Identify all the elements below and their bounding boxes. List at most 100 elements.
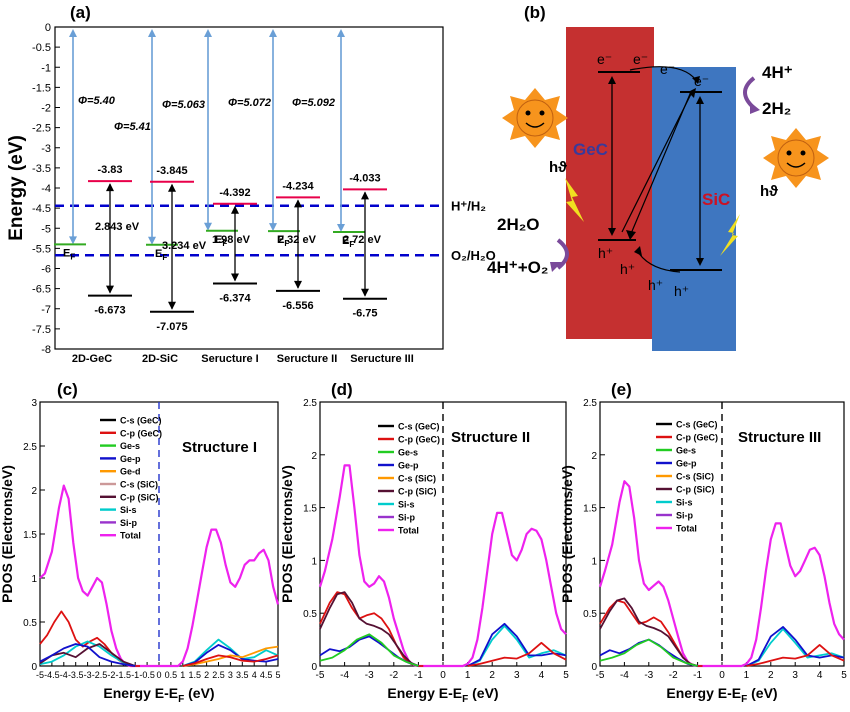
pdos-xtick-label: 4 (539, 670, 545, 681)
pdos-xtick-label: 2.5 (212, 670, 225, 680)
oxygen-evolution-head (550, 262, 562, 272)
pdos-ylabel: PDOS (Electrons/eV) (0, 465, 15, 603)
pdos-ylabel: PDOS (Electrons/eV) (279, 465, 295, 603)
pdos-ytick-label: 2 (591, 451, 597, 462)
pdos-xtick-label: 5 (563, 670, 569, 681)
pdos-series-line (39, 643, 136, 667)
pdos-xtick-label: -5 (596, 670, 605, 681)
panel-a-ytick-label: -7.5 (32, 324, 51, 336)
legend-entry: C-p (GeC) (120, 428, 162, 438)
work-function-label: Φ=5.41 (114, 121, 151, 133)
pdos-panels: (c)00.511.522.53-5 -4.5 -4 -3.5 -3 -2.5 -2 -1.5… (0, 380, 847, 705)
legend-entry: Ge-d (120, 467, 141, 477)
panel-a-reference-lines: H⁺/H₂ O₂/H₂O (55, 199, 496, 263)
pdos-series-line (319, 633, 419, 667)
system-2: Φ=5.063 EF -4.392 -6.374 1.98 eV Seructure I (162, 29, 259, 365)
sic-label: SiC (702, 190, 730, 209)
pdos-series-line (599, 638, 698, 667)
pdos-series-line (182, 645, 279, 667)
fermi-level-label: EF (342, 235, 354, 249)
legend-entry: Si-p (676, 511, 694, 521)
hole-sic-1: h⁺ (648, 277, 663, 293)
pdos-xtick-label: -5 (36, 670, 44, 680)
panel-a-refline-label: O₂/H₂O (451, 248, 496, 263)
sun-icon-right (763, 128, 829, 188)
reaction-oxygen: 4H⁺+O₂ (487, 258, 548, 277)
sic-block (652, 67, 736, 351)
hole-sic-2: h⁺ (674, 283, 689, 299)
panel-a-systems: Φ=5.40 EF -3.83 -6.673 2.843 eV 2D-GeC Φ=5.41 E… (54, 29, 414, 365)
legend-entry: C-p (SiC) (398, 487, 437, 497)
pdos-series-line (599, 597, 698, 667)
bandgap-label: 2.72 eV (343, 234, 382, 246)
pdos-xtick-label: 0 (156, 670, 161, 680)
pdos-ytick-label: 1.5 (583, 504, 597, 515)
reaction-protons: 4H⁺ (762, 63, 793, 82)
fermi-level-label: EF (63, 247, 75, 261)
legend-entry: C-s (SiC) (398, 474, 436, 484)
cbm-label: -4.234 (282, 180, 314, 192)
panel-a-ytick-label: 0 (45, 22, 51, 34)
pdos-xtick-label: 3 (228, 670, 233, 680)
cbm-label: -4.033 (349, 172, 380, 184)
pdos-series-line (182, 638, 279, 667)
pdos-xtick-label: 0.5 (165, 670, 178, 680)
pdos-xtick-label: -4.5 (44, 670, 60, 680)
pdos-xtick-label: -1 (131, 670, 139, 680)
bandgap-label: 2.32 eV (278, 234, 317, 246)
pdos-xtick-label: -2 (107, 670, 115, 680)
pdos-ytick-label: 0 (31, 662, 37, 673)
legend-entry: Si-p (398, 513, 416, 523)
pdos-panel-label: (e) (611, 380, 632, 399)
legend-entry: Ge-p (398, 461, 419, 471)
pdos-ytick-label: 1 (591, 556, 597, 567)
legend-entry: C-s (GeC) (676, 420, 718, 430)
pdos-xtick-label: 3 (514, 670, 520, 681)
pdos-xtick-label: -2 (669, 670, 678, 681)
panel-a-ytick-label: -2.5 (32, 123, 51, 135)
reaction-water: 2H₂O (497, 215, 540, 234)
pdos-xtick-label: -3 (365, 670, 374, 681)
pdos-series-line (745, 626, 845, 667)
legend-entry: Ge-p (120, 454, 141, 464)
pdos-ytick-label: 2.5 (583, 398, 597, 409)
pdos-xtick-label: 4 (252, 670, 257, 680)
gec-block (566, 27, 654, 339)
pdos-xtick-label: 0 (719, 670, 725, 681)
system-name: Seructure III (350, 353, 414, 365)
work-function-label: Φ=5.40 (78, 95, 116, 107)
pdos-ytick-label: 2.5 (23, 442, 37, 453)
pdos-xtick-label: -5 (316, 670, 325, 681)
pdos-xtick-label: 2 (489, 670, 495, 681)
light-label-right: hϑ (760, 183, 778, 200)
pdos-title: Structure III (738, 429, 821, 446)
panel-a-ytick-label: -7 (41, 304, 51, 316)
pdos-xtick-label: -2.5 (92, 670, 108, 680)
legend-entry: Total (676, 524, 697, 534)
legend-entry: C-s (SiC) (676, 472, 714, 482)
panel-a-ytick-label: -1 (41, 62, 51, 74)
system-4: Φ=5.092 EF -4.033 -6.75 2.72 eV Seructure III (292, 29, 414, 365)
legend-entry: C-s (GeC) (398, 422, 440, 432)
system-0: Φ=5.40 EF -3.83 -6.673 2.843 eV 2D-GeC (54, 29, 140, 365)
hydrogen-evolution-head (750, 102, 760, 114)
pdos-xtick-label: 3 (792, 670, 798, 681)
pdos-ytick-label: 0.5 (303, 609, 317, 620)
panel-a-ylabel: Energy (eV) (6, 135, 27, 241)
pdos-xtick-label: -1 (693, 670, 702, 681)
electron-transfer-arrow (629, 66, 697, 81)
pdos-xtick-label: 4.5 (260, 670, 273, 680)
panel-a-refline-label: H⁺/H₂ (451, 199, 486, 214)
lightning-icon-left (565, 178, 584, 222)
legend-entry: C-s (GeC) (120, 416, 162, 426)
legend-entry: C-s (SiC) (120, 480, 158, 490)
legend-entry: Ge-s (398, 448, 418, 458)
legend-entry: C-p (SiC) (120, 492, 159, 502)
panel-a-ytick-label: -5 (41, 223, 51, 235)
pdos-ytick-label: 2.5 (303, 398, 317, 409)
system-3: Φ=5.072 EF -4.234 -6.556 2.32 eV Seructure II (228, 29, 337, 365)
hydrogen-evolution-arrow (743, 76, 756, 110)
panel-a-ytick-label: -2 (41, 103, 51, 115)
pdos-series-line (598, 480, 845, 668)
pdos-series-line (467, 622, 567, 667)
